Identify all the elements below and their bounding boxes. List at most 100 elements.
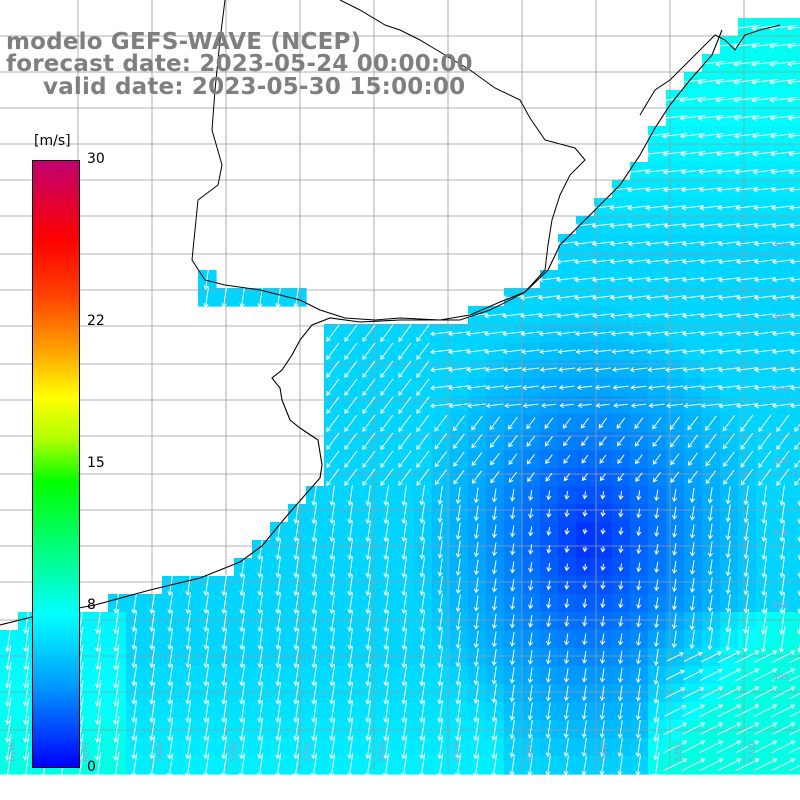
wind-arrow (618, 509, 624, 518)
wind-arrow (416, 360, 430, 378)
wind-arrow (510, 525, 516, 538)
wind-arrow (546, 490, 552, 501)
wind-arrow (362, 432, 376, 450)
wind-arrow (112, 734, 120, 761)
lat-lon-grid (0, 0, 800, 770)
wind-arrow (652, 752, 660, 779)
wind-arrow (437, 753, 444, 778)
wind-arrow (700, 385, 721, 391)
wind-arrow (608, 187, 633, 193)
wind-arrow (664, 704, 687, 717)
wind-arrow (627, 223, 650, 229)
wind-arrow (293, 664, 300, 687)
wind-arrow (311, 484, 317, 507)
wind-arrow (683, 403, 702, 409)
wind-arrow (581, 720, 587, 739)
wind-arrow (564, 633, 570, 646)
wind-arrow (753, 722, 778, 736)
wind-arrow (717, 722, 742, 736)
wind-arrow (753, 349, 776, 355)
wind-arrow (416, 468, 430, 486)
wind-arrow (722, 433, 736, 450)
forecast-date: forecast date: 2023-05-24 00:00:00 (6, 51, 473, 77)
wind-arrow (491, 700, 497, 723)
wind-arrow (473, 577, 479, 594)
wind-arrow (362, 342, 376, 360)
wind-arrow (779, 574, 785, 597)
wind-arrow (239, 592, 245, 615)
wind-arrow (347, 682, 354, 705)
wind-arrow (663, 331, 686, 337)
wind-arrow (203, 753, 210, 778)
wind-arrow (761, 484, 767, 507)
wind-arrow (564, 581, 570, 590)
wind-arrow (671, 596, 678, 611)
wind-arrow (257, 556, 263, 579)
wind-arrow (239, 735, 246, 760)
wind-arrow (636, 508, 642, 519)
wind-arrow (753, 223, 776, 229)
wind-arrow (599, 685, 605, 702)
wind-arrow (167, 664, 174, 687)
wind-arrow (735, 367, 758, 373)
wind-arrow (743, 539, 749, 560)
wind-arrow (618, 527, 624, 536)
wind-arrow (508, 453, 518, 466)
wind-arrow (383, 556, 389, 579)
wind-arrow (794, 423, 800, 432)
wind-arrow (419, 539, 425, 560)
wind-arrow (564, 598, 570, 609)
wind-arrow (419, 700, 426, 723)
wind-arrow (473, 505, 479, 522)
wind-arrow (112, 698, 120, 725)
wind-arrow (455, 700, 462, 723)
wind-arrow (769, 43, 796, 49)
wind-arrow (545, 650, 552, 665)
wind-arrow (687, 452, 698, 466)
wind-arrow (716, 169, 741, 175)
wind-arrow (221, 286, 227, 309)
wind-arrow (556, 313, 577, 319)
wind-arrow (326, 324, 340, 342)
wind-arrow (769, 61, 796, 67)
longitude-label: 51W (748, 742, 758, 762)
wind-arrow (419, 521, 425, 542)
wind-arrow (545, 472, 553, 482)
wind-arrow (239, 574, 245, 597)
wind-arrow (665, 385, 684, 391)
wind-arrow (563, 737, 569, 758)
wind-arrow (564, 563, 570, 572)
wind-arrow (473, 648, 479, 667)
wind-arrow (735, 205, 758, 211)
wind-arrow (689, 612, 695, 631)
wind-arrow (455, 612, 461, 631)
wind-arrow (4, 698, 12, 725)
wind-arrow (591, 241, 614, 247)
wind-arrow (635, 737, 641, 758)
wind-cell (792, 522, 800, 541)
wind-arrow (167, 628, 173, 651)
wind-arrow (437, 664, 444, 687)
wind-arrow (239, 664, 246, 687)
wind-arrow (113, 626, 120, 653)
wind-arrow (699, 349, 722, 355)
wind-arrow (725, 486, 731, 505)
wind-arrow (751, 61, 778, 67)
wind-arrow (600, 509, 606, 518)
wind-arrow (717, 686, 742, 700)
wind-arrow (725, 627, 732, 652)
wind-arrow (398, 378, 412, 396)
wind-arrow (221, 574, 227, 597)
wind-arrow (705, 433, 717, 449)
wind-arrow (743, 503, 749, 524)
wind-arrow (743, 608, 750, 634)
wind-arrow (491, 753, 498, 778)
wind-arrow (344, 378, 358, 396)
wind-arrow (743, 557, 749, 578)
wind-arrow (149, 753, 156, 778)
wind-arrow (717, 367, 740, 373)
wind-arrow (347, 502, 353, 525)
wind-arrow (419, 610, 425, 633)
wind-arrow (598, 417, 608, 429)
wind-arrow (599, 650, 606, 665)
